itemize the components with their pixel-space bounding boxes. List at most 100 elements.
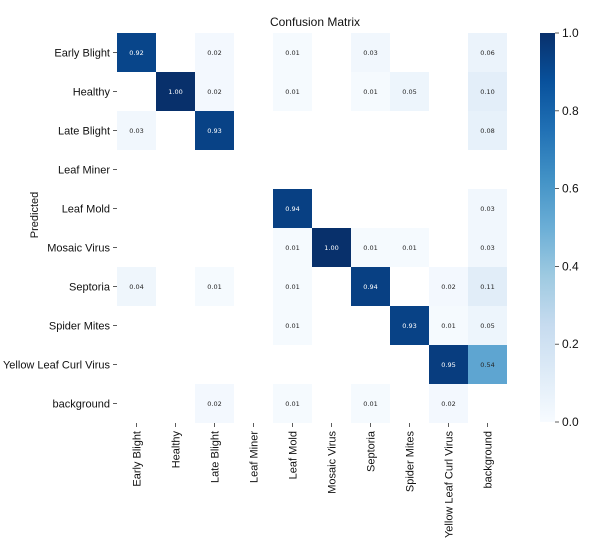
cell-value-label: 1.00 xyxy=(168,88,182,96)
heatmap-cell xyxy=(273,306,312,345)
heatmap-cell xyxy=(273,384,312,423)
cell-value-label: 0.06 xyxy=(480,49,494,57)
heatmap-cell xyxy=(351,267,390,306)
heatmap-cell xyxy=(468,111,507,150)
heatmap-cell xyxy=(117,33,156,72)
heatmap-cell xyxy=(273,267,312,306)
heatmap-cell xyxy=(351,72,390,111)
y-tick-label: Yellow Leaf Curl Virus xyxy=(3,360,111,372)
heatmap-cell xyxy=(390,228,429,267)
heatmap-cell xyxy=(195,267,234,306)
cell-value-label: 0.01 xyxy=(285,49,299,57)
y-tick-label: Leaf Mold xyxy=(62,204,110,216)
heatmap-cell xyxy=(273,33,312,72)
heatmap-cell xyxy=(468,72,507,111)
heatmap-cell xyxy=(273,72,312,111)
cell-value-label: 0.93 xyxy=(402,322,416,330)
cell-value-label: 0.05 xyxy=(480,322,494,330)
heatmap-cell xyxy=(117,267,156,306)
heatmap-cell xyxy=(351,384,390,423)
cell-value-label: 0.03 xyxy=(480,244,494,252)
heatmap-cell xyxy=(390,306,429,345)
cell-value-label: 0.02 xyxy=(207,88,221,96)
cell-value-label: 0.02 xyxy=(207,400,221,408)
heatmap-cell xyxy=(195,33,234,72)
y-tick-label: Early Blight xyxy=(54,48,110,60)
cell-value-label: 0.03 xyxy=(363,49,377,57)
heatmap-cell xyxy=(195,384,234,423)
cell-value-label: 0.05 xyxy=(402,88,416,96)
colorbar-tick-label: 0.4 xyxy=(562,259,579,273)
y-tick-label: background xyxy=(53,399,111,411)
heatmap-cell xyxy=(429,267,468,306)
y-axis-label: Predicted xyxy=(29,192,41,238)
cell-value-label: 0.01 xyxy=(363,88,377,96)
y-tick-label: Spider Mites xyxy=(49,321,111,333)
heatmap-cell xyxy=(429,306,468,345)
cell-value-label: 0.04 xyxy=(129,283,143,291)
cell-value-label: 0.01 xyxy=(402,244,416,252)
cell-value-label: 0.01 xyxy=(285,283,299,291)
colorbar-tick-label: 0.8 xyxy=(562,104,579,118)
heatmap-cell xyxy=(468,189,507,228)
x-tick-label: background xyxy=(483,431,495,489)
heatmap-cell xyxy=(195,72,234,111)
x-tick-label: Spider Mites xyxy=(405,431,417,493)
heatmap-cell xyxy=(429,345,468,384)
cell-value-label: 0.11 xyxy=(480,283,494,291)
heatmap-cell xyxy=(351,228,390,267)
cell-value-label: 0.01 xyxy=(363,400,377,408)
cell-value-label: 0.01 xyxy=(363,244,377,252)
heatmap-cell xyxy=(468,267,507,306)
x-tick-label: Mosaic Virus xyxy=(327,431,339,494)
cell-value-label: 0.08 xyxy=(480,127,494,135)
cell-value-label: 0.02 xyxy=(207,49,221,57)
y-tick-label: Healthy xyxy=(73,87,111,99)
cell-value-label: 0.95 xyxy=(441,361,455,369)
colorbar-tick-label: 1.0 xyxy=(562,26,579,40)
cell-value-label: 0.10 xyxy=(480,88,494,96)
heatmap-cells: 0.92 0.02 0.01 0.03 0.06 1.00 0.02 0.01 0.01 0.05… xyxy=(117,33,507,423)
x-tick-label: Septoria xyxy=(366,430,378,472)
x-tick-label: Leaf Mold xyxy=(288,431,300,479)
cell-value-label: 0.01 xyxy=(285,322,299,330)
heatmap-cell xyxy=(390,72,429,111)
chart-title: Confusion Matrix xyxy=(270,15,360,29)
cell-value-label: 0.01 xyxy=(285,244,299,252)
cell-value-label: 1.00 xyxy=(324,244,338,252)
heatmap-cell xyxy=(429,384,468,423)
colorbar-tick-label: 0.2 xyxy=(562,337,579,351)
colorbar-tick-label: 0.0 xyxy=(562,415,579,429)
heatmap-cell xyxy=(312,228,351,267)
colorbar xyxy=(540,33,555,422)
y-tick-label: Mosaic Virus xyxy=(47,243,110,255)
cell-value-label: 0.92 xyxy=(129,49,143,57)
cell-value-label: 0.03 xyxy=(480,205,494,213)
heatmap-cell xyxy=(156,72,195,111)
cell-value-label: 0.02 xyxy=(441,283,455,291)
heatmap-cell xyxy=(117,111,156,150)
heatmap-cell xyxy=(273,189,312,228)
cell-value-label: 0.01 xyxy=(285,88,299,96)
heatmap-cell xyxy=(195,111,234,150)
x-tick-label: Early Blight xyxy=(132,431,144,487)
heatmap-cell xyxy=(468,228,507,267)
x-tick-label: Yellow Leaf Curl Virus xyxy=(444,431,456,538)
cell-value-label: 0.02 xyxy=(441,400,455,408)
x-tick-label: Leaf Miner xyxy=(249,431,261,483)
colorbar-ticks: 0.0 0.2 0.4 0.6 0.8 1.0 xyxy=(555,26,579,429)
x-tick-labels: Early Blight Healthy Late Blight Leaf Miner… xyxy=(132,423,495,538)
heatmap-cell xyxy=(351,33,390,72)
heatmap-cell xyxy=(468,33,507,72)
y-tick-label: Leaf Miner xyxy=(58,165,110,177)
heatmap-cell xyxy=(468,306,507,345)
cell-value-label: 0.01 xyxy=(285,400,299,408)
x-tick-label: Healthy xyxy=(171,431,183,469)
cell-value-label: 0.01 xyxy=(441,322,455,330)
colorbar-tick-label: 0.6 xyxy=(562,182,579,196)
x-tick-label: Late Blight xyxy=(210,431,222,483)
cell-value-label: 0.94 xyxy=(285,205,299,213)
heatmap-cell xyxy=(273,228,312,267)
cell-value-label: 0.93 xyxy=(207,127,221,135)
